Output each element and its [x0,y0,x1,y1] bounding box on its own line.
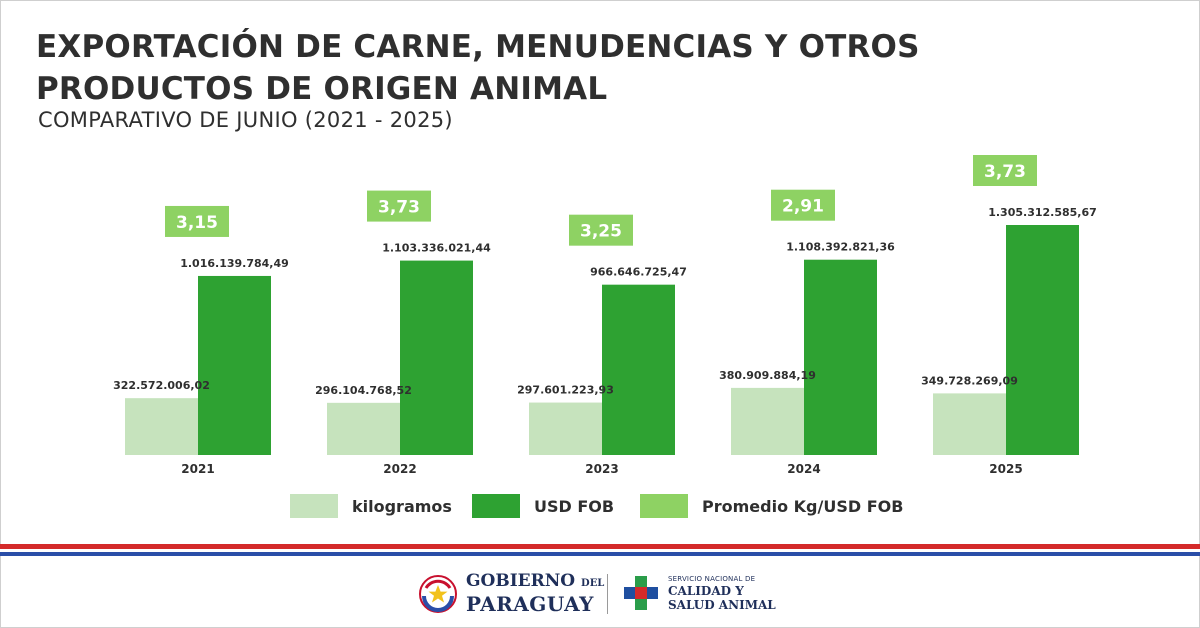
badge-promedio-2023 [569,214,633,246]
label-kilogramos-2024: 380.909.884,19 [719,369,816,382]
flag-stripe-blue [0,552,1200,556]
legend-item-promedio: Promedio Kg/USD FOB [640,493,903,519]
badge-promedio-2022 [367,190,431,222]
label-usd-fob-2022: 1.103.336.021,44 [382,242,491,255]
badge-promedio-2024 [771,189,835,221]
label-promedio-2021: 3,15 [176,213,218,233]
badge-promedio-2025 [973,155,1037,186]
gobierno-word: GOBIERNO [466,571,576,591]
chart-subtitle: COMPARATIVO DE JUNIO (2021 - 2025) [38,108,453,132]
label-promedio-2025: 3,73 [984,162,1026,182]
title-line-2: PRODUCTOS DE ORIGEN ANIMAL [36,71,608,107]
bar-kilogramos-2021 [125,398,198,455]
senacsa-line-3: SALUD ANIMAL [668,597,776,612]
chart-title: EXPORTACIÓN DE CARNE, MENUDENCIAS Y OTRO… [36,26,1036,110]
legend-item-kilogramos: kilogramos [290,493,452,519]
gobierno-text: GOBIERNO DEL PARAGUAY [466,571,605,616]
label-promedio-2022: 3,73 [378,198,420,218]
label-usd-fob-2021: 1.016.139.784,49 [180,257,289,270]
x-tick-2023: 2023 [585,462,618,476]
del-word: DEL [581,578,605,589]
label-usd-fob-2024: 1.108.392.821,36 [786,241,895,254]
flag-stripe-white [0,549,1200,552]
senacsa-line-1: SERVICIO NACIONAL DE [668,574,756,583]
label-kilogramos-2022: 296.104.768,52 [315,384,412,397]
label-kilogramos-2025: 349.728.269,09 [921,374,1018,387]
legend-swatch-kilogramos [290,494,338,518]
bar-usd-fob-2021 [198,275,271,455]
senacsa-text: SERVICIO NACIONAL DE CALIDAD Y SALUD ANI… [668,575,776,612]
x-tick-2022: 2022 [383,462,416,476]
label-kilogramos-2021: 322.572.006,02 [113,379,210,392]
x-tick-2024: 2024 [787,462,820,476]
x-tick-2025: 2025 [989,462,1022,476]
legend: kilogramos USD FOB Promedio Kg/USD FOB [0,493,1200,523]
paraguay-emblem-icon [419,574,457,613]
bar-usd-fob-2022 [400,260,473,455]
label-promedio-2024: 2,91 [782,197,824,217]
label-usd-fob-2025: 1.305.312.585,67 [988,206,1097,219]
footer-divider [607,574,608,614]
bar-kilogramos-2025 [933,393,1006,455]
label-usd-fob-2023: 966.646.725,47 [590,266,687,279]
senacsa-cross-icon [624,576,658,610]
bar-usd-fob-2024 [804,259,877,455]
legend-swatch-usd-fob [472,494,520,518]
bar-kilogramos-2024 [731,387,804,455]
legend-swatch-promedio [640,494,688,518]
bar-kilogramos-2023 [529,402,602,455]
label-promedio-2023: 3,25 [580,222,622,242]
legend-label-kilogramos: kilogramos [352,496,452,516]
title-line-1: EXPORTACIÓN DE CARNE, MENUDENCIAS Y OTRO… [36,29,920,65]
legend-item-usd-fob: USD FOB [472,493,614,519]
bar-usd-fob-2023 [602,284,675,455]
label-kilogramos-2023: 297.601.223,93 [517,384,614,397]
senacsa-logo: SERVICIO NACIONAL DE CALIDAD Y SALUD ANI… [622,574,776,612]
bar-usd-fob-2025 [1006,225,1079,455]
x-tick-2021: 2021 [181,462,214,476]
footer: GOBIERNO DEL PARAGUAY SERVICIO NACIONAL … [0,566,1200,622]
bar-chart: 322.572.006,02 1.016.139.784,49 3,15 2021 29… [113,155,1097,476]
paraguay-word: PARAGUAY [466,592,594,616]
senacsa-line-2: CALIDAD Y [668,583,744,598]
bar-kilogramos-2022 [327,402,400,455]
legend-label-promedio: Promedio Kg/USD FOB [702,496,904,516]
gobierno-logo: GOBIERNO DEL PARAGUAY [418,572,604,615]
legend-label-usd-fob: USD FOB [534,496,615,516]
badge-promedio-2021 [165,205,229,237]
flag-stripe-red [0,544,1200,549]
